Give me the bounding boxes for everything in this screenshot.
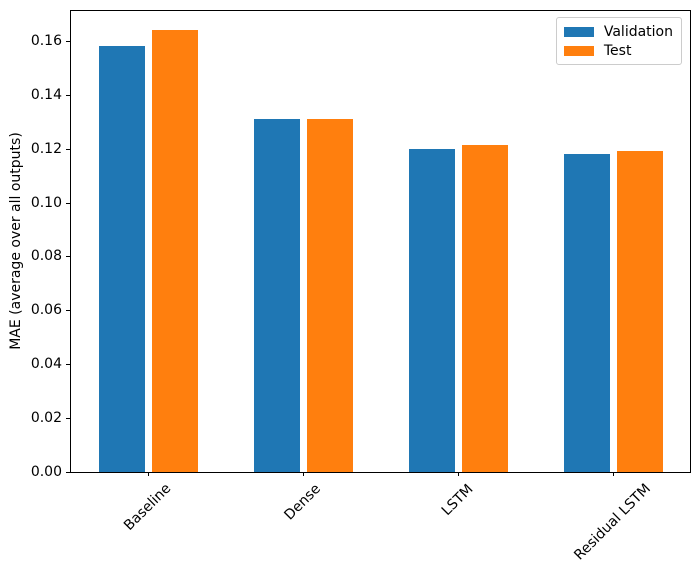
legend-entry-test: Test — [563, 41, 673, 60]
y-tick-label: 0.02 — [30, 410, 62, 427]
legend-label-validation: Validation — [603, 23, 673, 40]
y-tick-mark — [66, 256, 70, 258]
y-tick-mark — [66, 40, 70, 42]
y-tick-label: 0.08 — [30, 248, 62, 265]
y-tick-mark — [66, 472, 70, 473]
bar-test-baseline — [151, 30, 199, 472]
legend-swatch-validation — [563, 26, 594, 37]
y-tick-label: 0.16 — [30, 32, 62, 49]
bar-test-lstm — [461, 144, 509, 472]
y-tick-mark — [66, 202, 70, 204]
y-tick-label: 0.14 — [30, 86, 62, 103]
x-tick-mark — [612, 472, 614, 476]
x-tick-label-lstm: LSTM — [438, 480, 477, 519]
x-tick-label-dense: Dense — [280, 480, 324, 524]
bar-validation-residual-lstm — [563, 154, 611, 472]
legend: Validation Test — [555, 17, 682, 65]
y-tick-label: 0.00 — [30, 464, 62, 480]
y-tick-label: 0.12 — [30, 140, 62, 157]
plot-area — [70, 10, 691, 473]
bar-validation-baseline — [98, 46, 146, 472]
x-tick-mark — [147, 472, 149, 476]
x-tick-label-baseline: Baseline — [120, 480, 174, 535]
x-tick-mark — [302, 472, 304, 476]
y-tick-label: 0.04 — [30, 356, 62, 373]
legend-entry-validation: Validation — [563, 22, 673, 41]
bar-validation-lstm — [408, 148, 456, 472]
x-tick-label-residual-lstm: Residual LSTM — [570, 481, 654, 564]
y-tick-mark — [66, 148, 70, 150]
y-tick-mark — [66, 364, 70, 366]
y-tick-mark — [66, 310, 70, 312]
y-tick-mark — [66, 418, 70, 420]
legend-swatch-test — [563, 45, 594, 56]
y-tick-mark — [66, 94, 70, 96]
y-tick-label: 0.06 — [30, 302, 62, 319]
legend-label-test: Test — [603, 42, 632, 59]
bar-test-residual-lstm — [616, 151, 664, 472]
x-tick-mark — [457, 472, 459, 476]
bar-test-dense — [306, 119, 354, 472]
bar-validation-dense — [253, 119, 301, 472]
y-axis-label: MAE (average over all outputs) — [8, 132, 24, 350]
y-tick-label: 0.10 — [30, 194, 62, 211]
